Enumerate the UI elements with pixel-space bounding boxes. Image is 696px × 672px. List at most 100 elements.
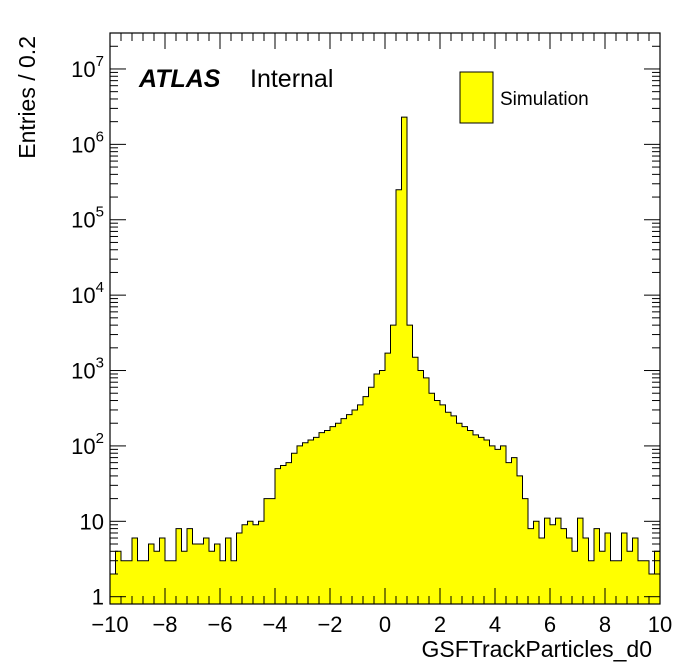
histogram-bin bbox=[132, 538, 138, 604]
histogram-bin bbox=[412, 357, 419, 604]
histogram-bin bbox=[110, 573, 116, 604]
histogram-bin bbox=[198, 543, 204, 604]
histogram-bin bbox=[148, 543, 155, 604]
histogram-bin bbox=[616, 560, 622, 604]
histogram-bin bbox=[302, 442, 309, 604]
x-tick-label: 8 bbox=[599, 612, 611, 637]
histogram-bin bbox=[319, 432, 325, 604]
histogram-bin bbox=[236, 532, 243, 604]
histogram-bin bbox=[176, 528, 182, 604]
y-tick-label: 102 bbox=[71, 430, 104, 459]
histogram-bin bbox=[335, 423, 342, 604]
histogram-bin bbox=[627, 551, 633, 604]
histogram-bin bbox=[297, 445, 303, 604]
histogram-bin bbox=[346, 414, 353, 604]
histogram-bin bbox=[264, 498, 270, 604]
histogram-bin bbox=[599, 551, 606, 604]
histogram-bin bbox=[467, 430, 474, 604]
histogram-bin bbox=[544, 518, 551, 604]
histogram-bin bbox=[572, 551, 578, 604]
histogram-bin bbox=[379, 370, 386, 604]
y-tick-label: 105 bbox=[71, 204, 104, 233]
histogram-bin bbox=[187, 528, 193, 604]
histogram-bin bbox=[506, 462, 512, 604]
histogram-bin bbox=[401, 117, 408, 604]
histogram-bin bbox=[577, 518, 584, 604]
histogram-bin bbox=[286, 462, 292, 604]
histogram-bin bbox=[643, 560, 650, 604]
x-tick-labels: −10 −8 −6 −4 −2 0 2 4 6 8 10 bbox=[91, 612, 672, 637]
histogram-bin bbox=[170, 560, 177, 604]
axis-ticks bbox=[109, 32, 661, 604]
histogram-bin bbox=[451, 415, 457, 604]
histogram-bin bbox=[423, 377, 430, 604]
histogram-bin bbox=[489, 445, 496, 604]
histogram-bin bbox=[390, 325, 397, 604]
histogram-bin bbox=[511, 457, 518, 604]
histogram-bin bbox=[445, 412, 452, 604]
histogram-bin bbox=[605, 532, 611, 604]
legend-entry-label: Simulation bbox=[500, 89, 589, 110]
x-tick-label: 10 bbox=[648, 612, 672, 637]
y-tick-label: 1 bbox=[92, 585, 104, 610]
histogram-bin bbox=[484, 439, 490, 604]
histogram-bin bbox=[588, 560, 595, 604]
histogram-bin bbox=[341, 418, 347, 604]
histogram-bin bbox=[418, 370, 424, 604]
histogram-bin bbox=[456, 423, 463, 604]
histogram-bin bbox=[385, 353, 391, 604]
histogram-bin bbox=[225, 538, 232, 604]
histogram-bin bbox=[550, 524, 556, 604]
histogram-bin bbox=[583, 538, 589, 604]
histogram-bin bbox=[566, 538, 573, 604]
x-tick-label: −2 bbox=[317, 612, 342, 637]
histogram-bin bbox=[407, 325, 413, 604]
histogram-bin bbox=[220, 560, 226, 604]
histogram-bars bbox=[109, 116, 661, 604]
histogram-bin bbox=[539, 538, 545, 604]
histogram-bin bbox=[313, 437, 320, 604]
histogram-bin bbox=[231, 560, 237, 604]
histogram-bin bbox=[638, 560, 644, 604]
y-tick-labels: 1 10 102 103 104 105 106 107 bbox=[71, 53, 104, 610]
histogram-bin bbox=[275, 468, 281, 604]
x-tick-label: 6 bbox=[544, 612, 556, 637]
histogram-bin bbox=[203, 538, 210, 604]
histogram-bin bbox=[324, 430, 331, 604]
histogram-bin bbox=[533, 521, 540, 604]
y-tick-label: 104 bbox=[71, 279, 104, 308]
histogram-bin bbox=[137, 560, 144, 604]
histogram-bin bbox=[280, 465, 287, 604]
x-axis-label: GSFTrackParticles_d0 bbox=[422, 636, 653, 662]
y-tick-label: 106 bbox=[71, 128, 104, 157]
histogram-bin bbox=[154, 551, 160, 604]
histogram-bin bbox=[165, 560, 171, 604]
histogram-bin bbox=[555, 518, 562, 604]
histogram-bin bbox=[291, 453, 298, 604]
histogram-bin bbox=[374, 373, 380, 604]
histogram-bin bbox=[621, 532, 628, 604]
x-tick-label: −4 bbox=[262, 612, 287, 637]
histogram-bin bbox=[522, 498, 529, 604]
histogram-bin bbox=[363, 396, 369, 604]
histogram-bin bbox=[115, 551, 122, 604]
y-tick-label: 107 bbox=[71, 53, 104, 82]
histogram-bin bbox=[462, 426, 468, 604]
x-tick-label: −10 bbox=[91, 612, 128, 637]
legend: Simulation bbox=[459, 71, 589, 124]
x-tick-label: −8 bbox=[152, 612, 177, 637]
histogram-bin bbox=[214, 543, 221, 604]
histogram-bin bbox=[247, 521, 254, 604]
x-tick-label: 4 bbox=[489, 612, 501, 637]
legend-swatch bbox=[459, 71, 494, 124]
histogram-bin bbox=[561, 528, 567, 604]
histogram-bin bbox=[429, 393, 435, 604]
histogram-bin bbox=[159, 538, 166, 604]
histogram-bin bbox=[352, 409, 358, 604]
y-tick-label: 103 bbox=[71, 355, 104, 384]
histogram-bin bbox=[242, 524, 248, 604]
histogram-bin bbox=[308, 439, 314, 604]
histogram-bin bbox=[330, 426, 336, 604]
status-label: Internal bbox=[250, 65, 333, 93]
